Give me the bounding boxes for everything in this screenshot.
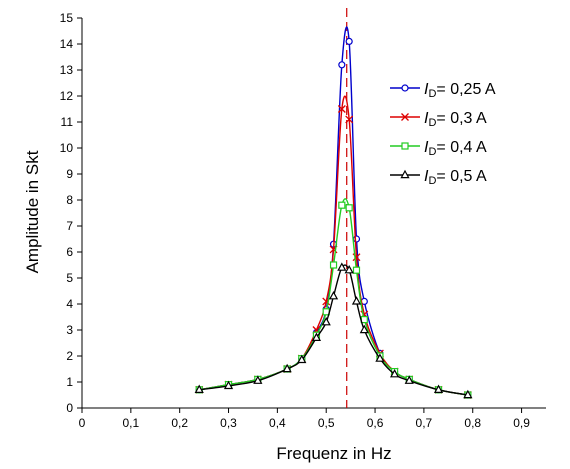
x-tick-label: 0,1 (122, 416, 139, 430)
data-point (329, 261, 338, 269)
y-tick-label: 2 (66, 349, 73, 363)
legend-entry-3: ID= 0,4 A (390, 139, 487, 158)
x-tick-label: 0,4 (269, 416, 286, 430)
data-point (338, 61, 346, 69)
data-point (253, 375, 263, 384)
data-point (338, 201, 346, 209)
y-tick-label: 9 (66, 167, 73, 181)
series-line (199, 264, 468, 396)
data-point (463, 389, 473, 399)
legend-label: ID= 0,5 A (424, 168, 487, 187)
legend: ID= 0,25 A ID= 0,3 A ID= 0,4 A ID= 0,5 A (390, 81, 496, 187)
y-tick-label: 12 (60, 89, 74, 103)
data-point (311, 332, 322, 341)
data-point (401, 142, 409, 150)
data-point (345, 204, 353, 212)
y-tick-label: 10 (60, 141, 74, 155)
data-point (297, 354, 307, 364)
series-group (194, 26, 473, 399)
axes (81, 18, 546, 409)
data-point (359, 324, 369, 334)
data-point (389, 368, 400, 378)
x-tick-label: 0,3 (220, 416, 237, 430)
legend-label: ID= 0,4 A (424, 139, 487, 158)
legend-entry-1: ID= 0,25 A (390, 81, 496, 100)
data-point (194, 384, 204, 393)
x-tick-label: 0,8 (464, 416, 481, 430)
y-tick-label: 13 (60, 63, 74, 77)
y-tick-label: 6 (66, 245, 73, 259)
y-tick-label: 8 (66, 193, 73, 207)
legend-label: ID= 0,3 A (424, 110, 487, 129)
data-point (337, 105, 346, 113)
data-point (404, 375, 414, 384)
series-2 (195, 95, 472, 399)
y-tick-label: 11 (61, 115, 74, 129)
data-point (401, 113, 409, 121)
y-tick-label: 7 (66, 219, 73, 233)
data-point (352, 266, 361, 274)
y-tick-label: 3 (66, 323, 73, 337)
data-point (328, 290, 339, 300)
data-point (400, 169, 410, 179)
data-point (344, 264, 354, 274)
data-point (351, 296, 362, 305)
x-tick-label: 0 (79, 416, 86, 430)
x-tick-label: 0,2 (171, 416, 188, 430)
legend-label: ID= 0,25 A (424, 81, 496, 100)
y-tick-label: 14 (60, 37, 74, 51)
data-point (352, 235, 361, 243)
data-point (433, 384, 444, 393)
data-point (321, 316, 331, 326)
y-tick-label: 1 (66, 375, 73, 389)
data-point (223, 380, 234, 390)
y-axis-title: Amplitude in Skt (23, 150, 42, 273)
x-axis-title: Frequenz in Hz (276, 444, 391, 463)
y-tick-label: 0 (66, 401, 73, 415)
y-tick-label: 5 (66, 271, 73, 285)
x-tick-label: 0,9 (513, 416, 530, 430)
x-tick-label: 0,5 (318, 416, 335, 430)
series-4 (194, 262, 473, 399)
x-tick-label: 0,7 (416, 416, 433, 430)
data-point (401, 84, 409, 92)
legend-entry-2: ID= 0,3 A (390, 110, 487, 129)
y-tick-label: 15 (60, 11, 74, 25)
x-tick-label: 0,6 (367, 416, 384, 430)
data-point (375, 353, 385, 362)
y-tick-label: 4 (66, 297, 73, 311)
series-1 (195, 26, 472, 399)
ticks: 0 0,1 0,2 0,3 0,4 0,5 0,6 0,7 0,8 0,9012345678910… (60, 11, 531, 430)
data-point (345, 37, 353, 46)
legend-entry-4: ID= 0,5 A (390, 168, 487, 187)
data-point (337, 262, 347, 271)
data-point (345, 115, 354, 124)
data-point (282, 363, 292, 373)
